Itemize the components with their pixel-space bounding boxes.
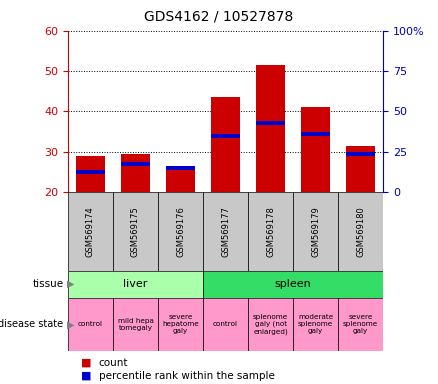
Text: GSM569177: GSM569177 [221, 206, 230, 257]
Text: GSM569176: GSM569176 [176, 206, 185, 257]
Text: ▶: ▶ [67, 279, 75, 289]
FancyBboxPatch shape [68, 298, 113, 351]
Bar [76, 170, 105, 174]
Text: mild hepa
tomegaly: mild hepa tomegaly [117, 318, 153, 331]
Text: GSM569174: GSM569174 [86, 206, 95, 257]
FancyBboxPatch shape [158, 192, 203, 271]
Text: moderate
splenome
galy: moderate splenome galy [298, 314, 333, 334]
FancyBboxPatch shape [293, 298, 338, 351]
Bar [301, 108, 330, 192]
FancyBboxPatch shape [293, 192, 338, 271]
Text: severe
hepatome
galy: severe hepatome galy [162, 314, 199, 334]
FancyBboxPatch shape [248, 298, 293, 351]
Bar [166, 168, 195, 192]
Bar [211, 97, 240, 192]
Text: ■: ■ [81, 371, 92, 381]
Text: ▶: ▶ [67, 319, 75, 329]
Bar [346, 146, 375, 192]
Text: disease state: disease state [0, 319, 64, 329]
Bar [256, 121, 285, 126]
Bar [301, 131, 330, 136]
FancyBboxPatch shape [203, 298, 248, 351]
FancyBboxPatch shape [203, 192, 248, 271]
Text: count: count [99, 358, 128, 368]
Bar [76, 156, 105, 192]
FancyBboxPatch shape [68, 271, 203, 298]
Bar [346, 152, 375, 156]
Text: control: control [213, 321, 238, 328]
Text: liver: liver [123, 279, 148, 289]
FancyBboxPatch shape [158, 298, 203, 351]
FancyBboxPatch shape [68, 192, 113, 271]
FancyBboxPatch shape [203, 271, 383, 298]
Text: control: control [78, 321, 103, 328]
FancyBboxPatch shape [113, 192, 158, 271]
FancyBboxPatch shape [113, 298, 158, 351]
Bar [166, 166, 195, 170]
Text: spleen: spleen [275, 279, 311, 289]
Bar [121, 154, 150, 192]
Text: severe
splenome
galy: severe splenome galy [343, 314, 378, 334]
Bar [121, 162, 150, 166]
Text: splenome
galy (not
enlarged): splenome galy (not enlarged) [253, 314, 288, 335]
Bar [211, 134, 240, 137]
Text: ■: ■ [81, 358, 92, 368]
Text: GSM569180: GSM569180 [356, 206, 365, 257]
FancyBboxPatch shape [338, 192, 383, 271]
FancyBboxPatch shape [338, 298, 383, 351]
Text: tissue: tissue [32, 279, 64, 289]
FancyBboxPatch shape [248, 192, 293, 271]
Text: GSM569178: GSM569178 [266, 206, 275, 257]
Bar [256, 65, 285, 192]
Text: GDS4162 / 10527878: GDS4162 / 10527878 [145, 10, 293, 23]
Text: GSM569175: GSM569175 [131, 206, 140, 257]
Text: percentile rank within the sample: percentile rank within the sample [99, 371, 275, 381]
Text: GSM569179: GSM569179 [311, 206, 320, 257]
